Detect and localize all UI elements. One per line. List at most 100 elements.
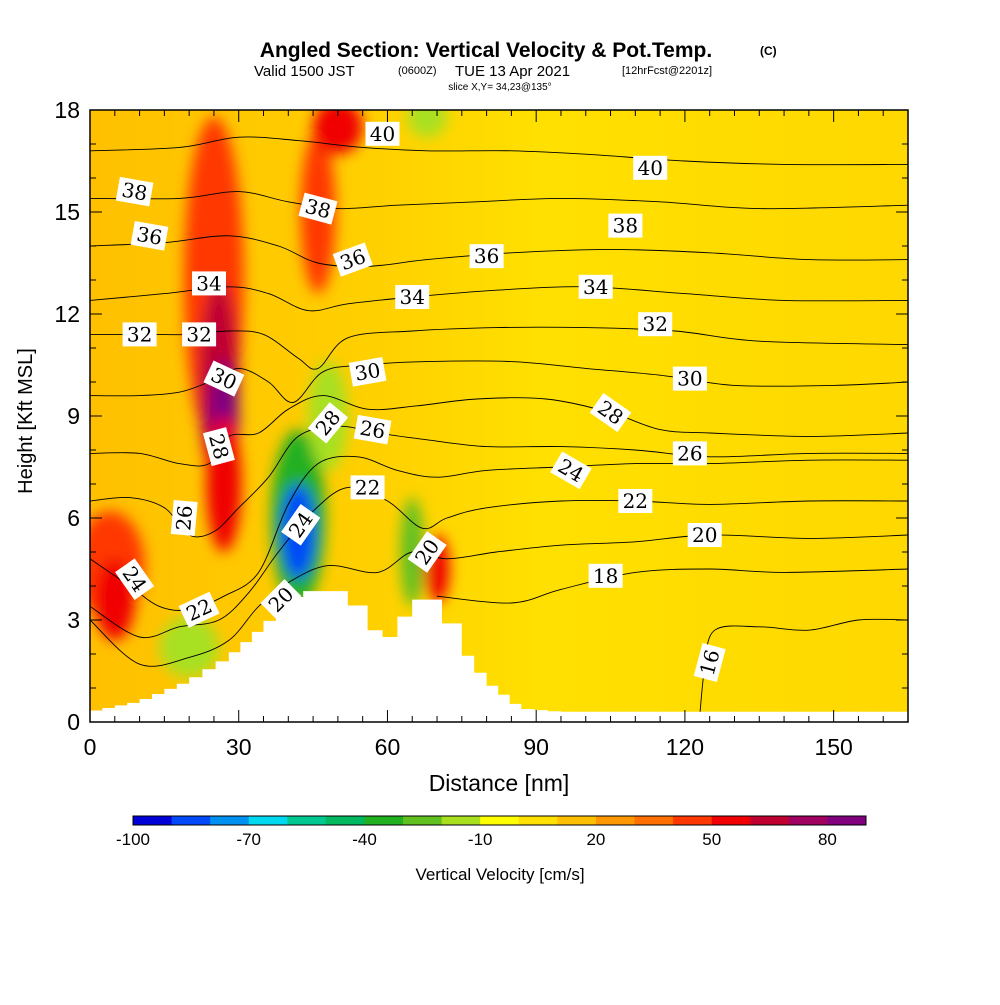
x-tick-label: 30 — [226, 734, 252, 760]
contour-label-text: 36 — [474, 244, 499, 268]
contour-label-box — [350, 475, 385, 500]
contour-label-box — [578, 274, 613, 299]
colorbar-swatch-15 — [711, 816, 751, 825]
theta-contour-18 — [436, 568, 908, 604]
contour-label-20: 32 — [122, 322, 157, 347]
velocity-cell-14 — [407, 110, 447, 138]
contour-label-box — [550, 451, 592, 490]
colorbar-swatch-7 — [403, 816, 443, 825]
contour-label-11: 26 — [170, 500, 198, 536]
contour-label-text: 26 — [677, 441, 702, 465]
contour-label-29: 38 — [115, 176, 154, 207]
y-tick-label: 12 — [54, 301, 80, 327]
terrain — [90, 591, 908, 722]
contour-label-text: 40 — [637, 156, 662, 180]
colorbar: -100 -70 -40 -10 20 50 80 — [116, 815, 867, 849]
y-tick-label: 6 — [67, 505, 80, 531]
contour-label-box — [130, 221, 169, 251]
contour-label-21: 32 — [182, 322, 217, 347]
contour-label-text: 34 — [583, 275, 608, 299]
contour-label-text: 20 — [692, 523, 717, 547]
y-tick-label: 9 — [67, 403, 80, 429]
colorbar-swatch-10 — [518, 816, 558, 825]
colorbar-tick-label: -10 — [468, 830, 493, 849]
y-axis-label: Height [Kft MSL] — [15, 348, 37, 494]
contour-label-box — [122, 322, 157, 347]
contour-label-box — [307, 402, 349, 444]
colorbar-swatch-11 — [557, 816, 597, 825]
contour-label-33: 40 — [633, 155, 668, 180]
contour-label-box — [281, 503, 321, 546]
contour-label-box — [192, 271, 226, 296]
slice-info: slice X,Y= 34,23@135° — [448, 82, 551, 93]
contour-label-6: 22 — [350, 475, 385, 500]
colorbar-frame — [132, 815, 867, 826]
y-tick-label: 0 — [67, 709, 80, 735]
theta-contour-38 — [90, 191, 908, 210]
contour-label-box — [115, 176, 154, 207]
chart-title-mark: (C) — [760, 44, 777, 58]
theta-contours — [90, 136, 908, 716]
contour-label-box — [693, 642, 726, 683]
contour-label-box — [332, 242, 373, 277]
contour-label-19: 30 — [672, 366, 707, 391]
contour-label-text: 38 — [120, 178, 149, 206]
contour-label-7: 22 — [618, 489, 653, 513]
contour-label-text: 34 — [196, 271, 221, 295]
contour-label-text: 32 — [127, 322, 152, 346]
contour-label-text: 34 — [399, 285, 424, 309]
contour-label-text: 30 — [677, 367, 702, 391]
velocity-cells — [90, 110, 450, 678]
x-tick-label: 150 — [814, 734, 852, 760]
colorbar-swatch-9 — [480, 816, 520, 825]
contour-label-box — [407, 531, 447, 573]
colorbar-tick-label: -40 — [352, 830, 377, 849]
contour-label-box — [178, 591, 220, 628]
contour-label-1: 18 — [588, 563, 623, 588]
contour-label-13: 26 — [672, 441, 707, 466]
contour-label-28: 36 — [469, 244, 504, 269]
chart-title: Angled Section: Vertical Velocity & Pot.… — [260, 39, 712, 62]
contour-label-26: 36 — [130, 221, 169, 251]
contour-label-4: 20 — [687, 523, 722, 547]
contour-label-box — [395, 285, 430, 309]
contour-label-box — [170, 500, 198, 536]
contour-label-24: 34 — [395, 285, 430, 309]
contour-label-31: 38 — [608, 213, 643, 238]
valid-time-prefix: Valid 1500 JST — [254, 63, 355, 80]
colorbar-tick-label: 50 — [702, 830, 721, 849]
contour-label-box — [672, 366, 707, 391]
contour-label-box — [608, 213, 643, 238]
colorbar-swatch-14 — [673, 816, 713, 825]
contour-label-text: 32 — [186, 322, 211, 346]
contour-label-box — [588, 563, 623, 588]
contour-label-text: 32 — [642, 312, 667, 336]
colorbar-tick-label: -70 — [236, 830, 261, 849]
colorbar-swatch-4 — [287, 816, 327, 825]
y-tick-label: 3 — [67, 607, 80, 633]
velocity-cell-10 — [313, 110, 363, 155]
velocity-cell-11 — [159, 616, 219, 678]
contour-label-23: 34 — [192, 271, 226, 296]
contour-label-box — [618, 489, 653, 513]
contour-label-text: 30 — [353, 358, 382, 386]
forecast-tag: [12hrFcst@2201z] — [622, 65, 712, 77]
colorbar-swatch-2 — [210, 816, 250, 825]
contour-label-text: 38 — [613, 214, 638, 238]
colorbar-label: Vertical Velocity [cm/s] — [415, 865, 584, 884]
contour-label-text: 26 — [358, 416, 387, 444]
x-axis-label: Distance [nm] — [429, 770, 570, 796]
colorbar-swatch-17 — [788, 816, 828, 825]
contour-label-box — [633, 155, 668, 180]
contour-label-box — [672, 441, 707, 466]
x-tick-label: 120 — [666, 734, 704, 760]
contour-label-text: 22 — [623, 489, 648, 513]
y-tick-label: 15 — [54, 199, 80, 225]
contour-label-text: 40 — [370, 122, 395, 146]
contour-label-box — [115, 558, 155, 601]
theta-contour-36 — [90, 235, 908, 268]
contour-label-box — [260, 579, 302, 621]
colorbar-swatch-13 — [634, 816, 674, 825]
colorbar-swatch-0 — [133, 816, 172, 825]
